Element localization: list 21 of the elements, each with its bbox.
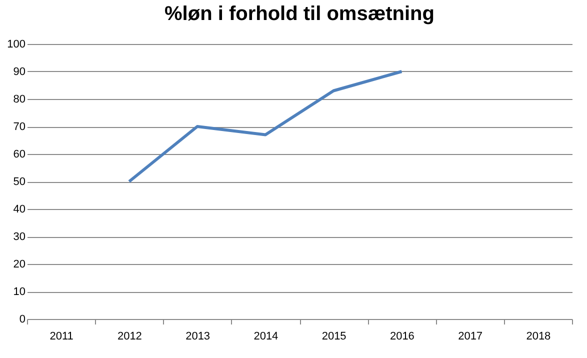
line-series — [128, 70, 404, 183]
y-tick-label: 10 — [13, 286, 26, 298]
y-tick-label: 30 — [13, 231, 26, 243]
y-tick-label: 100 — [7, 38, 26, 50]
x-tick-label: 2011 — [50, 330, 74, 342]
x-tick-label: 2012 — [117, 330, 142, 342]
y-tick-label: 20 — [13, 258, 26, 270]
chart-title: %løn i forhold til omsætning — [164, 3, 434, 25]
y-tick-label: 90 — [13, 66, 26, 78]
y-tick-label: 40 — [13, 204, 26, 216]
y-tick-label: 80 — [13, 94, 26, 106]
x-tick-label: 2018 — [526, 330, 551, 342]
x-tick-label: 2013 — [186, 330, 210, 342]
x-tick-label: 2015 — [322, 330, 346, 342]
x-tick-label: 2017 — [458, 330, 483, 342]
y-tick-label: 0 — [19, 314, 26, 326]
x-tick-label: 2014 — [254, 330, 278, 342]
y-tick-label: 70 — [13, 121, 26, 133]
y-tick-label: 50 — [13, 176, 26, 188]
y-tick-label: 60 — [13, 148, 26, 160]
x-tick-label: 2016 — [390, 330, 414, 342]
